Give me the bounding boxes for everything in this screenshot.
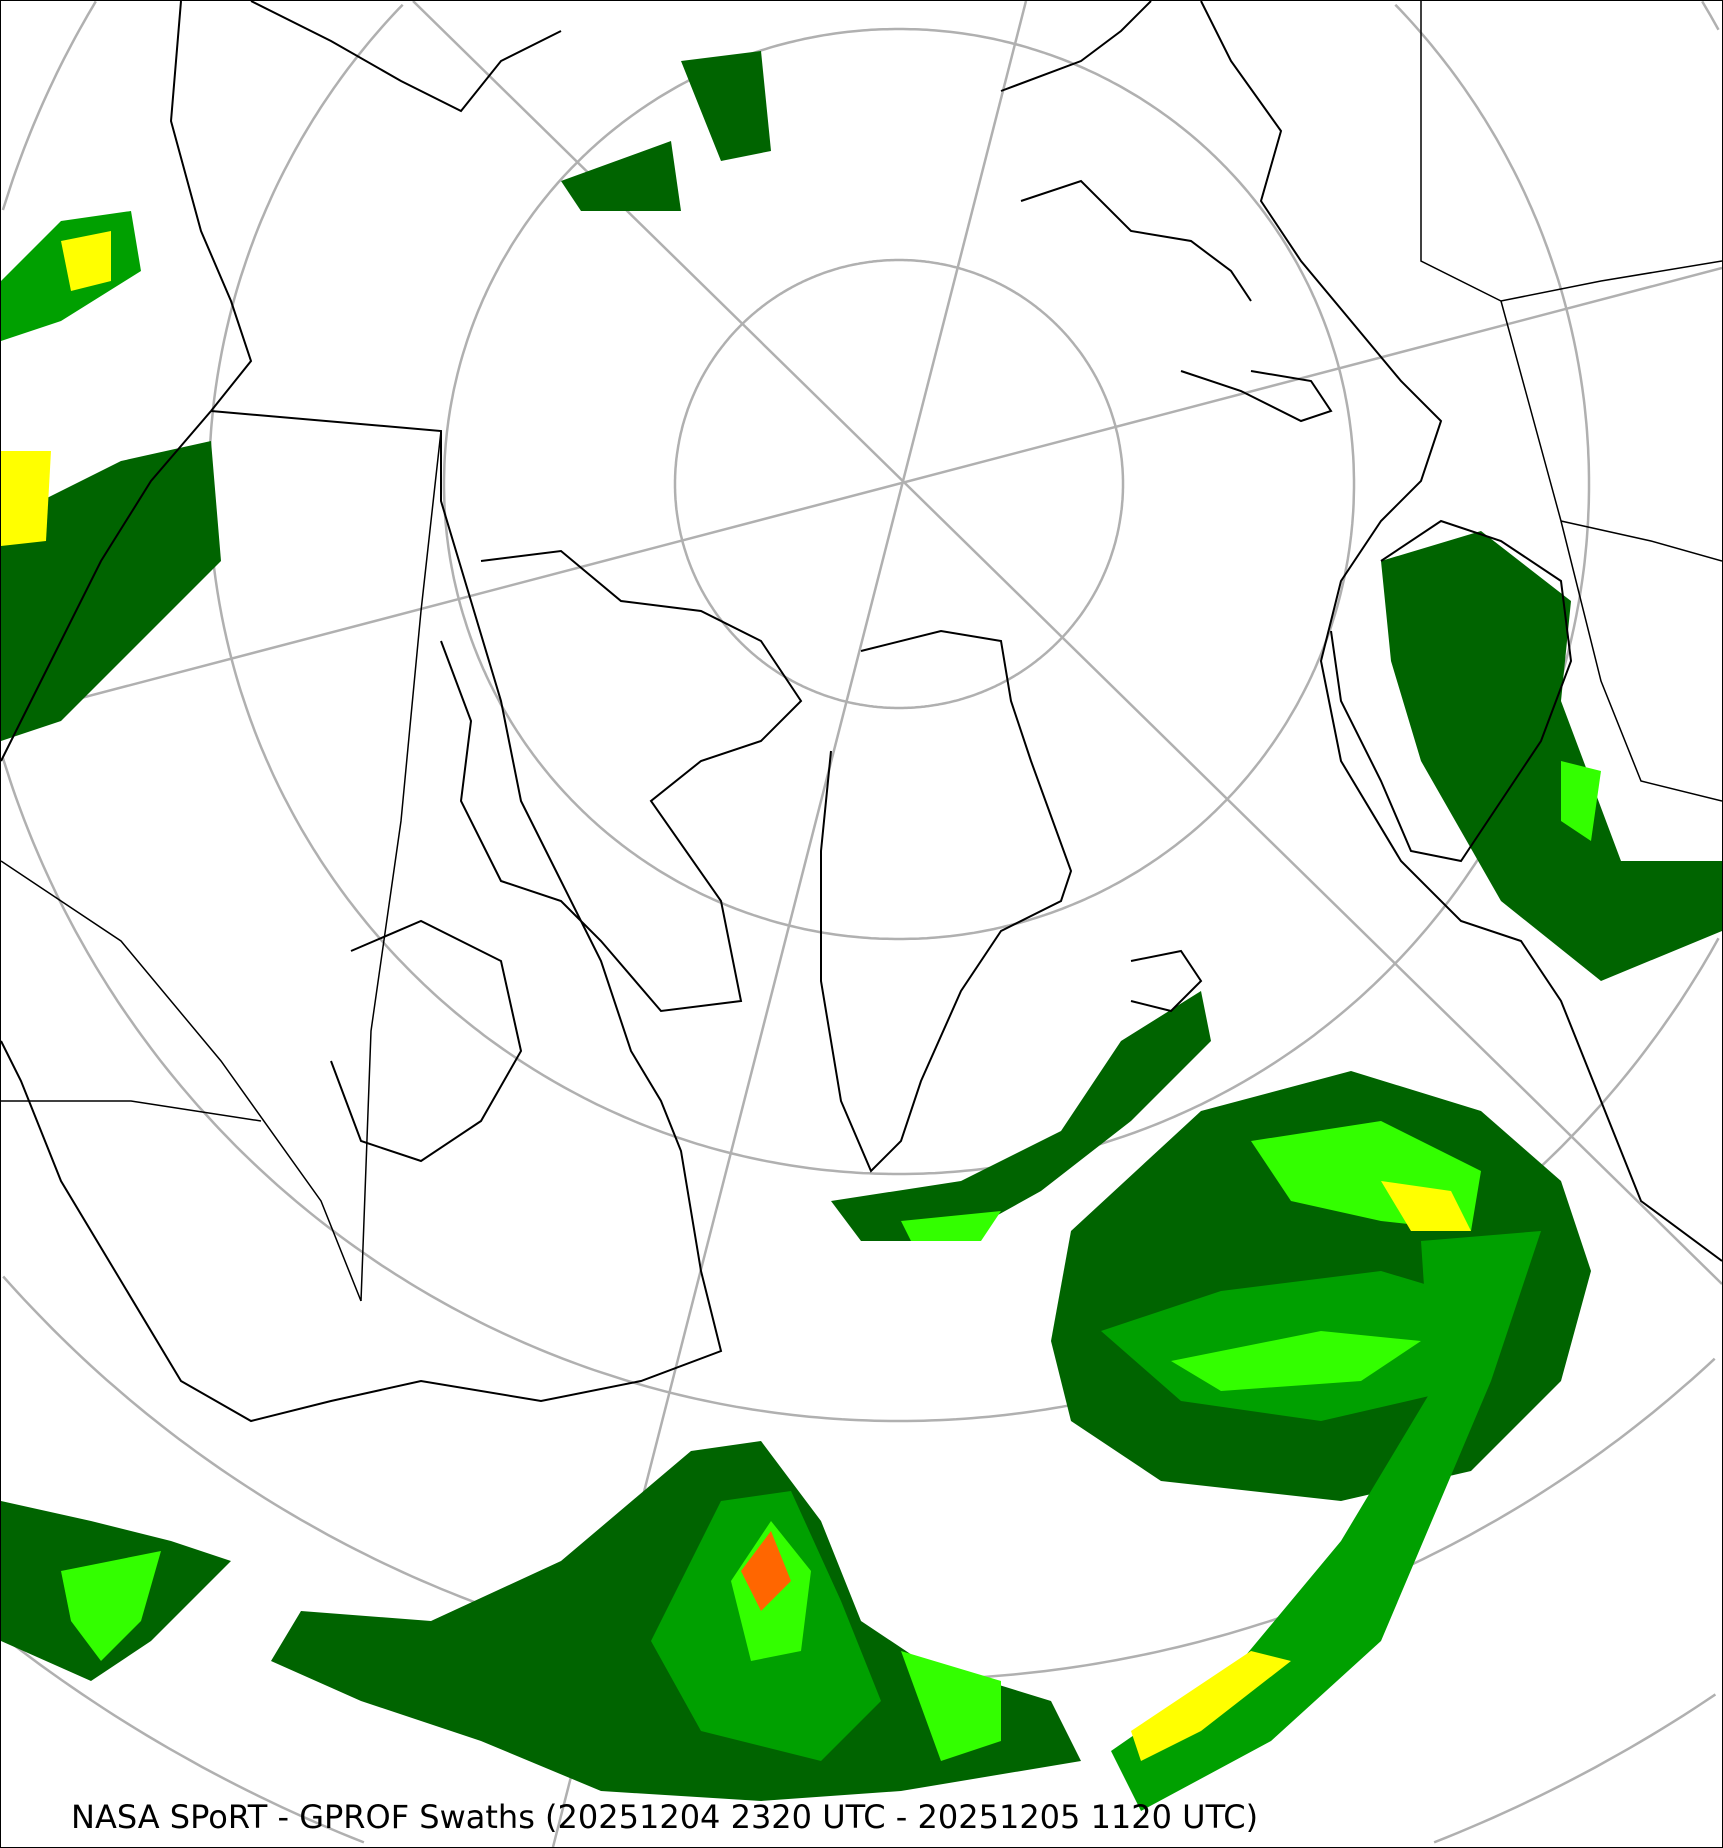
precip-area-europe: [1561, 761, 1601, 841]
coastline: [1020, 179, 1252, 302]
precip-area-pacific: [1, 451, 51, 546]
precip-area-siberia: [681, 51, 771, 161]
coastline: [250, 1, 562, 113]
coastline: [1, 410, 212, 762]
precip-area-us: [61, 1551, 161, 1661]
coastline: [1000, 1, 1152, 92]
precip-band: [1111, 1231, 1541, 1811]
latitude-circle: [207, 3, 1591, 1176]
precip-band-greenland: [831, 991, 1211, 1241]
precipitation-swaths: [1, 51, 1722, 1811]
meridian-line: [1, 266, 1722, 721]
political-border: [1560, 520, 1722, 562]
political-border: [1, 860, 362, 1302]
precip-area-atlantic: [741, 1531, 791, 1611]
precip-band: [1131, 1651, 1291, 1761]
precip-band-greenland: [901, 1211, 1001, 1241]
political-border: [1500, 300, 1722, 802]
coastline: [1180, 370, 1333, 423]
latitude-circle: [673, 258, 1125, 710]
precip-area-siberia: [561, 141, 681, 211]
coastline: [440, 549, 803, 1013]
latitude-circle: [442, 27, 1356, 941]
coastline: [330, 919, 523, 1163]
coastline: [169, 1, 253, 412]
political-border: [360, 430, 442, 1302]
coastline: [820, 629, 1073, 1173]
meridian-line: [412, 1, 1722, 1285]
coastline: [1330, 519, 1573, 863]
coastline: [1, 410, 723, 1423]
precip-area-storm: [1171, 1331, 1421, 1391]
precip-area-storm: [1381, 1181, 1471, 1231]
precip-area-atlantic: [901, 1651, 1001, 1761]
precip-area-pacific: [61, 231, 111, 291]
coastlines-borders: [1, 1, 1722, 1423]
political-border: [1420, 1, 1722, 302]
latitude-circle: [9, 1641, 1717, 1844]
coastline: [1130, 949, 1203, 1013]
precip-area-pacific: [1, 441, 221, 741]
map-caption: NASA SPoRT - GPROF Swaths (20251204 2320…: [71, 1798, 1259, 1836]
political-border: [1, 1100, 262, 1122]
precip-area-europe: [1381, 531, 1722, 981]
coastline: [1200, 1, 1722, 1262]
